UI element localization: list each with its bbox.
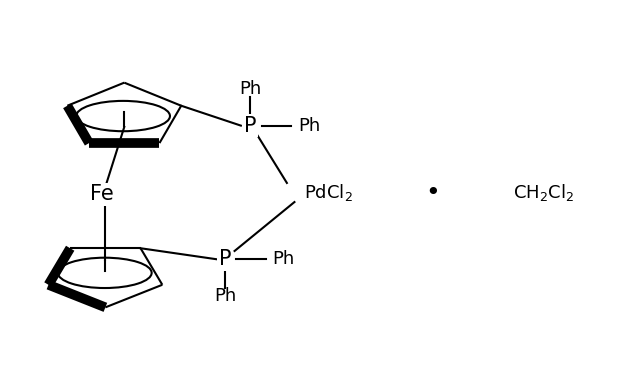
Text: •: • (426, 181, 441, 204)
Text: Ph: Ph (239, 80, 261, 98)
Text: CH$_2$Cl$_2$: CH$_2$Cl$_2$ (513, 182, 574, 203)
Text: P: P (244, 116, 256, 136)
Text: Ph: Ph (273, 250, 295, 268)
Text: Fe: Fe (91, 184, 114, 204)
Text: Ph: Ph (214, 288, 236, 305)
Text: PdCl$_2$: PdCl$_2$ (304, 182, 353, 203)
Text: P: P (219, 249, 232, 270)
Text: Ph: Ph (298, 117, 320, 135)
